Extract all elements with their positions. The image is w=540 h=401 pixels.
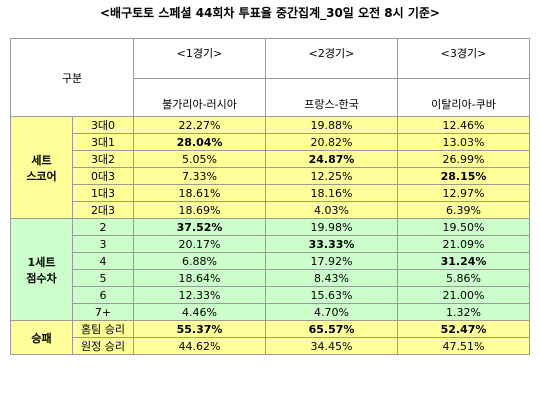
value-cell: 26.99% — [397, 150, 530, 168]
row-label: 2대3 — [72, 201, 134, 219]
value-cell: 21.00% — [397, 286, 530, 304]
data-row: 3대1 28.04% 20.82% 13.03% — [11, 133, 530, 151]
value-cell: 19.98% — [265, 218, 398, 236]
game-round: <1경기> — [133, 38, 266, 79]
group-label-line: 점수차 — [26, 271, 57, 285]
value-cell: 18.16% — [265, 184, 398, 202]
value-cell: 4.46% — [133, 303, 266, 321]
row-label: 5 — [72, 269, 134, 287]
row-label: 7+ — [72, 303, 134, 321]
value-cell: 4.70% — [265, 303, 398, 321]
row-label: 3대1 — [72, 133, 134, 151]
value-cell: 65.57% — [265, 320, 398, 338]
data-row: 4 6.88% 17.92% 31.24% — [11, 252, 530, 270]
value-cell: 12.97% — [397, 184, 530, 202]
data-row: 2대3 18.69% 4.03% 6.39% — [11, 201, 530, 219]
value-cell: 15.63% — [265, 286, 398, 304]
value-cell: 33.33% — [265, 235, 398, 253]
value-cell: 20.17% — [133, 235, 266, 253]
row-label: 1대3 — [72, 184, 134, 202]
value-cell: 18.64% — [133, 269, 266, 287]
data-row: 원정 승리 44.62% 34.45% 47.51% — [11, 337, 530, 355]
value-cell: 1.32% — [397, 303, 530, 321]
value-cell: 24.87% — [265, 150, 398, 168]
row-label: 2 — [72, 218, 134, 236]
game-match: 이탈리아-쿠바 — [397, 78, 530, 117]
corner: 구분 — [10, 38, 134, 117]
row-label: 3대0 — [72, 116, 134, 134]
value-cell: 31.24% — [397, 252, 530, 270]
value-cell: 18.61% — [133, 184, 266, 202]
value-cell: 5.05% — [133, 150, 266, 168]
value-cell: 5.86% — [397, 269, 530, 287]
data-row: 1대3 18.61% 18.16% 12.97% — [11, 184, 530, 202]
data-row: 7+ 4.46% 4.70% 1.32% — [11, 303, 530, 321]
group-label-line: 1세트 — [27, 255, 56, 269]
value-cell: 34.45% — [265, 337, 398, 355]
game-match: 불가리아-러시아 — [133, 78, 266, 117]
data-row: 5 18.64% 8.43% 5.86% — [11, 269, 530, 287]
data-row: 0대3 7.33% 12.25% 28.15% — [11, 167, 530, 185]
group-label-line: 세트 — [31, 153, 52, 167]
header-row: 불가리아-러시아 프랑스-한국 이탈리아-쿠바 — [11, 78, 530, 117]
row-label: 홈팀 승리 — [72, 320, 134, 338]
value-cell: 47.51% — [397, 337, 530, 355]
data-row: 세트 스코어 3대0 22.27% 19.88% 12.46% — [10, 116, 530, 219]
value-cell: 22.27% — [133, 116, 266, 134]
value-cell: 7.33% — [133, 167, 266, 185]
value-cell: 12.25% — [265, 167, 398, 185]
value-cell: 28.04% — [133, 133, 266, 151]
vote-table: 구분 <1경기> <2경기> <3경기> 불가리아-러시아 프랑스-한국 이탈리아-쿠바 세트… — [10, 38, 530, 355]
row-label: 6 — [72, 286, 134, 304]
value-cell: 12.46% — [397, 116, 530, 134]
value-cell: 18.69% — [133, 201, 266, 219]
value-cell: 13.03% — [397, 133, 530, 151]
value-cell: 4.03% — [265, 201, 398, 219]
row-label: 원정 승리 — [72, 337, 134, 355]
value-cell: 20.82% — [265, 133, 398, 151]
value-cell: 6.88% — [133, 252, 266, 270]
data-row: 승패 홈팀 승리 55.37% 65.57% 52.47% — [10, 320, 530, 355]
value-cell: 37.52% — [133, 218, 266, 236]
value-cell: 17.92% — [265, 252, 398, 270]
row-label: 4 — [72, 252, 134, 270]
value-cell: 12.33% — [133, 286, 266, 304]
value-cell: 55.37% — [133, 320, 266, 338]
game-round: <2경기> — [265, 38, 398, 79]
data-row: 3대2 5.05% 24.87% 26.99% — [11, 150, 530, 168]
value-cell: 19.88% — [265, 116, 398, 134]
value-cell: 8.43% — [265, 269, 398, 287]
group-label-line: 스코어 — [26, 169, 57, 183]
value-cell: 52.47% — [397, 320, 530, 338]
value-cell: 19.50% — [397, 218, 530, 236]
title: <배구토토 스페셜 44회차 투표율 중간집계_30일 오전 8시 기준> — [100, 6, 440, 20]
data-row: 3 20.17% 33.33% 21.09% — [11, 235, 530, 253]
value-cell: 6.39% — [397, 201, 530, 219]
game-round: <3경기> — [397, 38, 530, 79]
value-cell: 21.09% — [397, 235, 530, 253]
value-cell: 28.15% — [397, 167, 530, 185]
data-row: 1세트 점수차 2 37.52% 19.98% 19.50% — [10, 218, 530, 321]
game-match: 프랑스-한국 — [265, 78, 398, 117]
row-label: 0대3 — [72, 167, 134, 185]
header-row: 구분 <1경기> <2경기> <3경기> — [10, 38, 530, 117]
data-row: 6 12.33% 15.63% 21.00% — [11, 286, 530, 304]
value-cell: 44.62% — [133, 337, 266, 355]
group-label-line: 승패 — [31, 331, 52, 345]
row-label: 3대2 — [72, 150, 134, 168]
row-label: 3 — [72, 235, 134, 253]
group-label: 승패 — [10, 320, 73, 355]
